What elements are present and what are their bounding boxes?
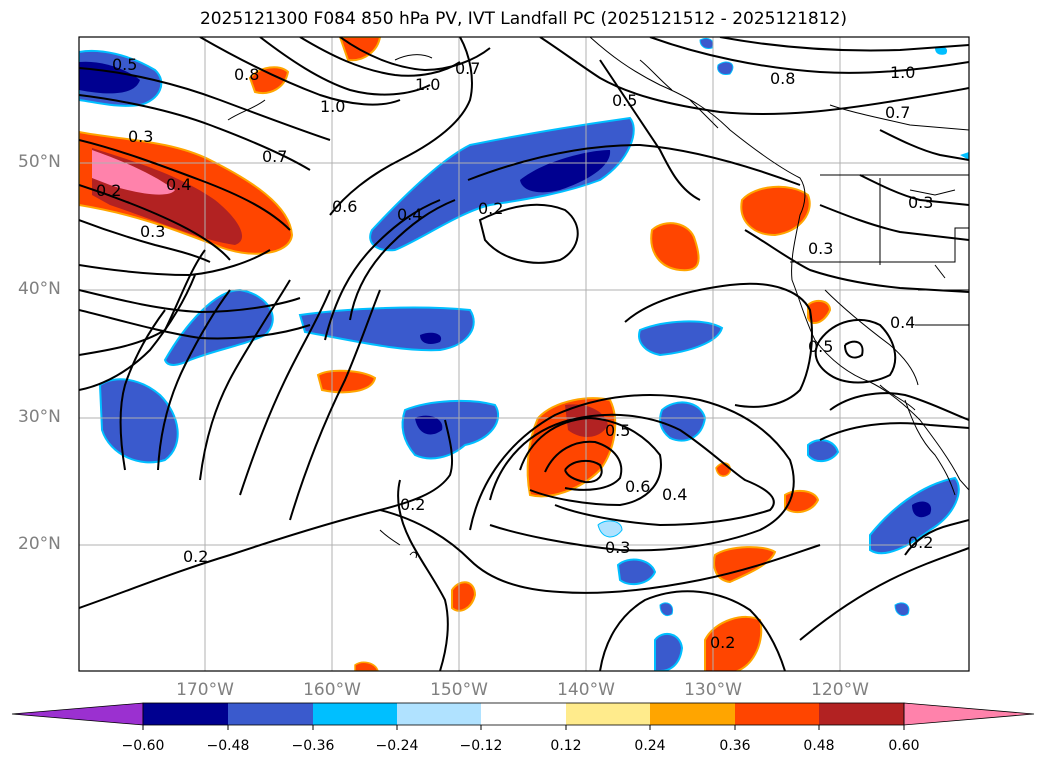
contour-label: 0.6 bbox=[332, 197, 357, 216]
contour-label: 0.2 bbox=[183, 547, 208, 566]
lon-label: 170°W bbox=[176, 680, 234, 700]
contour-label: 0.5 bbox=[612, 91, 637, 110]
contour-label: 0.7 bbox=[455, 59, 480, 78]
colorbar-tick-label: 0.60 bbox=[888, 738, 920, 754]
lat-label: 40°N bbox=[18, 279, 61, 299]
lat-label: 30°N bbox=[18, 407, 61, 427]
colorbar-bin bbox=[481, 703, 566, 725]
lat-label: 20°N bbox=[18, 534, 61, 554]
colorbar-min-extend bbox=[11, 702, 144, 726]
contour-label: 0.2 bbox=[710, 633, 735, 652]
lon-label: 150°W bbox=[430, 680, 488, 700]
contour-label: 0.3 bbox=[140, 222, 165, 241]
contour-label: 0.2 bbox=[96, 181, 121, 200]
colorbar-bin bbox=[313, 703, 397, 725]
negative-anomaly-fill bbox=[79, 37, 969, 671]
colorbar-bin bbox=[143, 703, 228, 725]
map-title: 2025121300 F084 850 hPa PV, IVT Landfall… bbox=[199, 9, 847, 29]
lat-label: 50°N bbox=[18, 152, 61, 172]
contour-label: 0.3 bbox=[605, 538, 630, 557]
colorbar-tick-label: −0.60 bbox=[121, 738, 165, 754]
colorbar bbox=[11, 702, 1035, 730]
colorbar-tick-label: −0.12 bbox=[459, 738, 503, 754]
contour-labels: 0.5 0.8 1.0 1.0 0.7 0.5 0.8 1.0 0.7 0.7 … bbox=[96, 55, 933, 652]
colorbar-tick-label: 0.48 bbox=[803, 738, 835, 754]
contour-label: 1.0 bbox=[890, 63, 915, 82]
contour-label: 0.3 bbox=[808, 239, 833, 258]
colorbar-bin bbox=[650, 703, 735, 725]
lon-label: 130°W bbox=[684, 680, 742, 700]
contour-label: 0.8 bbox=[770, 69, 795, 88]
contour-label: 0.4 bbox=[166, 175, 191, 194]
contour-label: 0.8 bbox=[234, 65, 259, 84]
contour-label: 0.4 bbox=[397, 205, 422, 224]
lon-label: 160°W bbox=[303, 680, 361, 700]
colorbar-bin bbox=[397, 703, 481, 725]
contour-label: 0.2 bbox=[908, 533, 933, 552]
colorbar-ticks bbox=[142, 725, 905, 730]
contour-label: 0.5 bbox=[808, 337, 833, 356]
positive-anomaly-fill bbox=[79, 37, 832, 671]
colorbar-bin bbox=[566, 703, 650, 725]
contour-label: 0.7 bbox=[885, 103, 910, 122]
contour-label: 0.4 bbox=[890, 313, 915, 332]
contour-label: 0.6 bbox=[625, 477, 650, 496]
colorbar-bin bbox=[228, 703, 313, 725]
colorbar-tick-label: −0.24 bbox=[375, 738, 419, 754]
map-frame bbox=[78, 36, 970, 672]
colorbar-bin bbox=[819, 703, 904, 725]
colorbar-tick-label: 0.24 bbox=[634, 738, 666, 754]
contour-label: 0.3 bbox=[128, 127, 153, 146]
colorbar-tick-label: −0.48 bbox=[206, 738, 250, 754]
contour-label: 1.0 bbox=[415, 75, 440, 94]
colorbar-tick-label: 0.12 bbox=[550, 738, 582, 754]
contour-label: 0.5 bbox=[605, 421, 630, 440]
lon-label: 120°W bbox=[811, 680, 869, 700]
gridlines bbox=[79, 37, 969, 671]
contour-label: 0.3 bbox=[908, 193, 933, 212]
colorbar-max-extend bbox=[903, 702, 1035, 726]
colorbar-tick-label: 0.36 bbox=[719, 738, 751, 754]
contour-label: 0.4 bbox=[662, 485, 687, 504]
pv-contours bbox=[79, 37, 969, 671]
contour-label: 0.2 bbox=[400, 495, 425, 514]
contour-label: 0.2 bbox=[478, 199, 503, 218]
contour-label: 0.7 bbox=[262, 147, 287, 166]
colorbar-tick-label: −0.36 bbox=[291, 738, 335, 754]
lon-label: 140°W bbox=[557, 680, 615, 700]
contour-label: 0.5 bbox=[112, 55, 137, 74]
colorbar-outline bbox=[142, 702, 905, 726]
contour-label: 1.0 bbox=[320, 97, 345, 116]
colorbar-bin bbox=[735, 703, 819, 725]
